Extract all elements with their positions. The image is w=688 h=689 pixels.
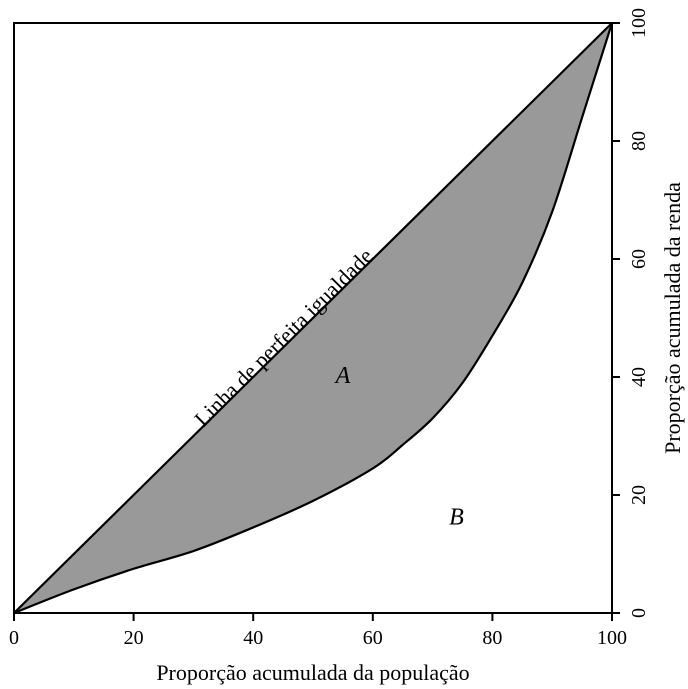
x-tick-label: 100	[597, 627, 627, 649]
y-tick-label: 100	[628, 8, 650, 38]
x-tick-label: 0	[9, 627, 19, 649]
region-b-label: B	[449, 505, 464, 531]
plot-frame	[13, 22, 613, 614]
y-tick-label: 0	[628, 608, 650, 618]
y-tick-label: 80	[628, 131, 650, 151]
x-tick-label: 80	[482, 627, 502, 649]
equality-line	[13, 22, 613, 614]
y-axis-ticks: 0 20 40 60 80 100	[612, 8, 650, 618]
x-tick-label: 20	[124, 627, 144, 649]
x-tick-label: 40	[243, 627, 263, 649]
x-axis-ticks: 0 20 40 60 80 100	[9, 613, 627, 649]
x-tick-label: 60	[363, 627, 383, 649]
region-a-label: A	[334, 363, 351, 389]
y-tick-label: 40	[628, 367, 650, 387]
lorenz-curve	[13, 22, 614, 615]
y-tick-label: 20	[628, 485, 650, 505]
y-tick-label: 60	[628, 249, 650, 269]
y-axis-title: Proporção acumulada da renda	[660, 182, 685, 454]
x-axis-title: Proporção acumulada da população	[156, 660, 469, 685]
